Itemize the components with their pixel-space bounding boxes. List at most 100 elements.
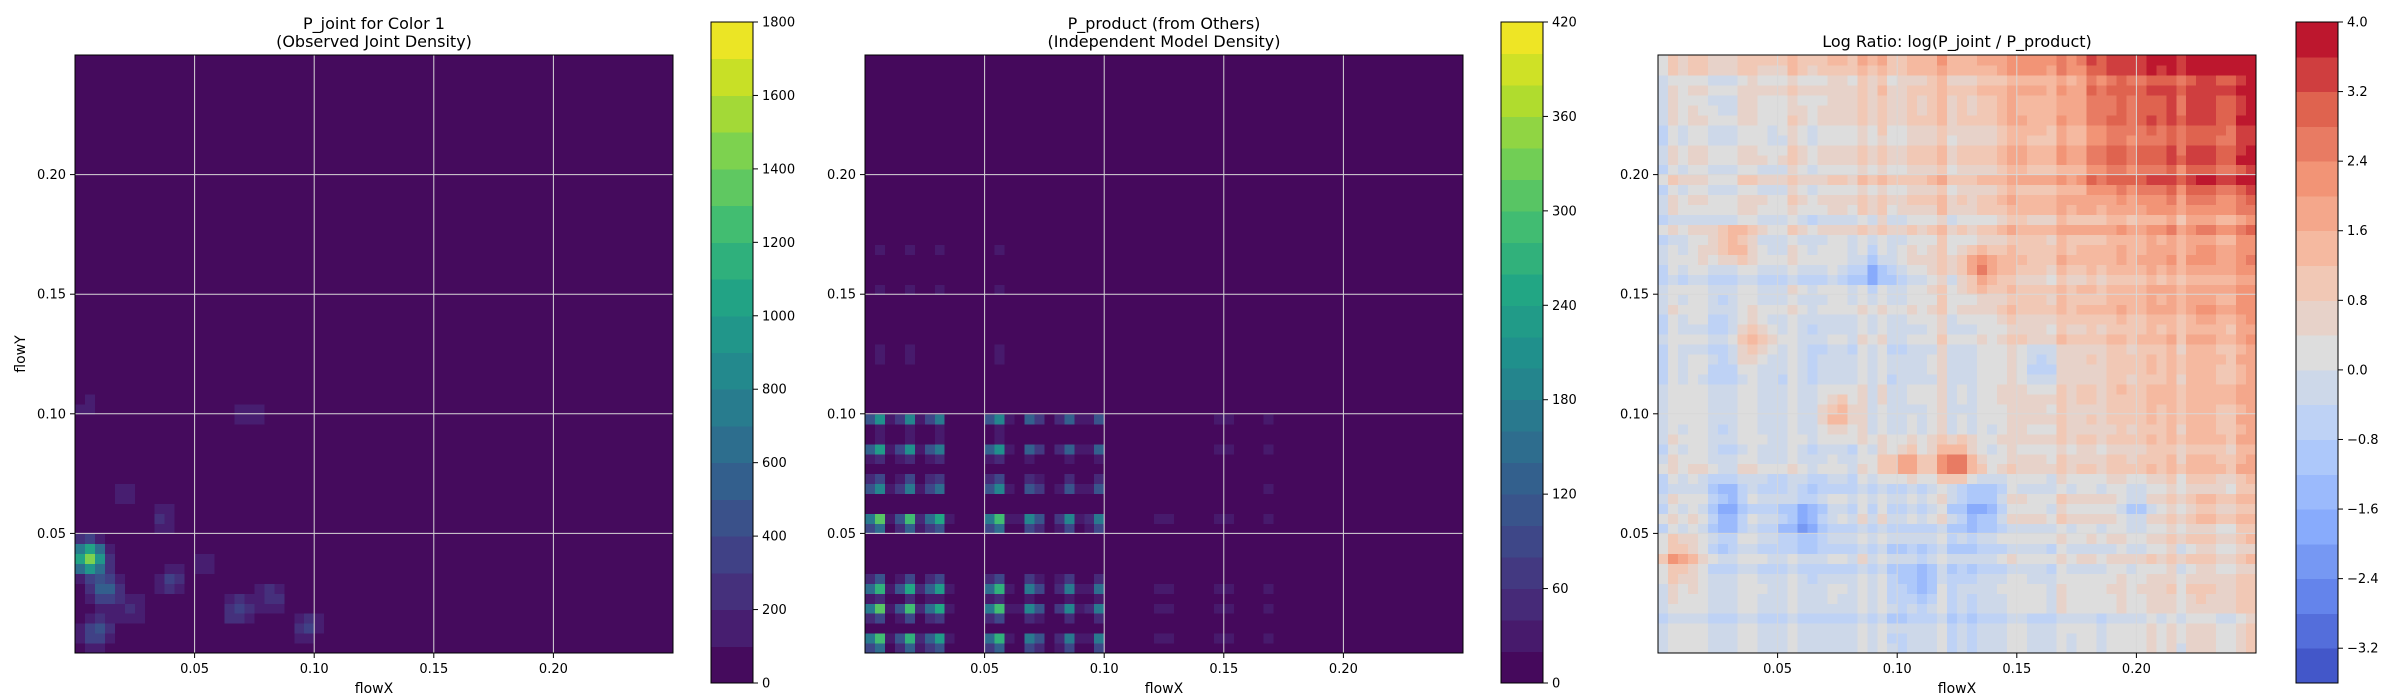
colorbar-level	[1501, 53, 1543, 86]
x-tick-label: 0.05	[1763, 662, 1792, 677]
colorbar-level	[1501, 525, 1543, 558]
x-axis-label: flowX	[1938, 681, 1977, 697]
colorbar-tick-label: 360	[1552, 110, 1577, 125]
y-tick-label: 0.05	[1620, 527, 1649, 542]
colorbar-level	[1501, 368, 1543, 401]
colorbar-level	[711, 242, 753, 280]
colorbar-level	[711, 389, 753, 427]
x-tick-label: 0.10	[300, 662, 329, 677]
colorbar-level	[2296, 648, 2338, 684]
colorbar-level	[1501, 431, 1543, 464]
x-tick-label: 0.15	[2002, 662, 2031, 677]
colorbar-tick-label: 0	[762, 677, 770, 692]
colorbar-tick-label: −2.4	[2347, 572, 2379, 587]
colorbar-level	[711, 646, 753, 684]
colorbar-tick-label: 300	[1552, 204, 1577, 219]
y-tick-label: 0.10	[1620, 407, 1649, 422]
colorbar-level	[711, 315, 753, 353]
y-tick-label: 0.15	[37, 288, 66, 303]
colorbar-level	[1501, 210, 1543, 243]
y-tick-label: 0.10	[37, 407, 66, 422]
colorbar-level	[1501, 399, 1543, 432]
colorbar-tick-label: −1.6	[2347, 503, 2379, 518]
colorbar-tick-label: 180	[1552, 393, 1577, 408]
colorbar-tick-label: 400	[762, 530, 787, 545]
colorbar-tick-label: 240	[1552, 299, 1577, 314]
colorbar-level	[2296, 404, 2338, 440]
colorbar-tick-label: 0.0	[2347, 363, 2368, 378]
colorbar-level	[711, 132, 753, 170]
colorbar-level	[711, 168, 753, 207]
colorbar	[1501, 22, 1543, 684]
x-tick-label: 0.15	[419, 662, 448, 677]
grid-lines	[1658, 55, 2256, 653]
heatmap-cells	[75, 55, 674, 654]
axes-frame	[1657, 54, 2257, 654]
chart-title: (Independent Model Density)	[1048, 32, 1281, 51]
chart-panel-1: 0.05 0.10 0.15 0.20 0.05 0.10 0.15 0.20 P_joint …	[13, 14, 795, 697]
colorbar-tick-label: 600	[762, 456, 787, 471]
colorbar-level	[711, 536, 753, 574]
y-tick-label: 0.20	[827, 168, 856, 183]
heatmap-cells	[865, 55, 1464, 654]
colorbar-level	[2296, 195, 2338, 232]
axes-frame	[864, 54, 1464, 654]
colorbar-level	[1501, 494, 1543, 527]
colorbar-level	[2296, 578, 2338, 614]
colorbar-level	[2296, 91, 2338, 127]
colorbar-level	[2296, 126, 2338, 162]
grid-lines	[75, 55, 673, 653]
colorbar-level	[711, 425, 753, 464]
colorbar-level	[711, 462, 753, 500]
colorbar-level	[2296, 543, 2338, 580]
colorbar-level	[1501, 242, 1543, 275]
x-tick-label: 0.20	[1329, 662, 1358, 677]
colorbar-level	[1501, 116, 1543, 149]
chart-panel-2: 0.05 0.10 0.15 0.20 0.05 0.10 0.15 0.20 P_produc…	[827, 14, 1577, 697]
colorbar-level	[1501, 273, 1543, 306]
y-tick-label: 0.15	[1620, 288, 1649, 303]
colorbar-level	[2296, 22, 2338, 58]
colorbar-level	[711, 22, 753, 60]
colorbar-level	[2296, 439, 2338, 475]
colorbar-level	[711, 95, 753, 133]
colorbar-level	[2296, 56, 2338, 93]
colorbar-level	[711, 352, 753, 390]
colorbar-frame	[710, 21, 754, 684]
colorbar-tick-label: 1000	[762, 309, 795, 324]
colorbar	[2296, 22, 2338, 684]
y-tick-label: 0.20	[37, 168, 66, 183]
colorbar-tick-label: 420	[1552, 16, 1577, 31]
x-tick-label: 0.05	[180, 662, 209, 677]
chart-title: P_product (from Others)	[1068, 14, 1261, 34]
colorbar	[711, 22, 753, 684]
chart-panel-3: 0.05 0.10 0.15 0.20 0.05 0.10 0.15 0.20 Log Rati…	[1620, 16, 2379, 698]
x-tick-label: 0.20	[539, 662, 568, 677]
x-tick-label: 0.10	[1090, 662, 1119, 677]
y-axis-label: flowY	[13, 335, 29, 373]
axes-frame	[74, 54, 674, 654]
y-tick-label: 0.15	[827, 288, 856, 303]
colorbar-level	[711, 58, 753, 96]
grid-lines	[865, 55, 1463, 653]
colorbar-level	[711, 499, 753, 537]
chart-title: Log Ratio: log(P_joint / P_product)	[1822, 32, 2092, 52]
colorbar-tick-label: 1400	[762, 162, 795, 177]
y-tick-label: 0.10	[827, 407, 856, 422]
colorbar-tick-label: 1600	[762, 89, 795, 104]
colorbar-level	[1501, 22, 1543, 54]
colorbar-tick-label: 120	[1552, 488, 1577, 503]
x-axis-label: flowX	[1145, 681, 1184, 697]
colorbar-level	[1501, 84, 1543, 117]
colorbar-tick-label: 2.4	[2347, 155, 2368, 170]
chart-title: (Observed Joint Density)	[276, 32, 472, 51]
x-tick-label: 0.20	[2122, 662, 2151, 677]
colorbar-tick-label: −3.2	[2347, 642, 2379, 657]
colorbar-level	[711, 609, 753, 647]
colorbar-tick-label: 0	[1552, 677, 1560, 692]
chart-title: P_joint for Color 1	[303, 14, 445, 34]
colorbar-tick-label: 60	[1552, 582, 1569, 597]
colorbar-level	[1501, 557, 1543, 590]
colorbar-tick-label: 4.0	[2347, 16, 2368, 31]
x-tick-label: 0.15	[1209, 662, 1238, 677]
